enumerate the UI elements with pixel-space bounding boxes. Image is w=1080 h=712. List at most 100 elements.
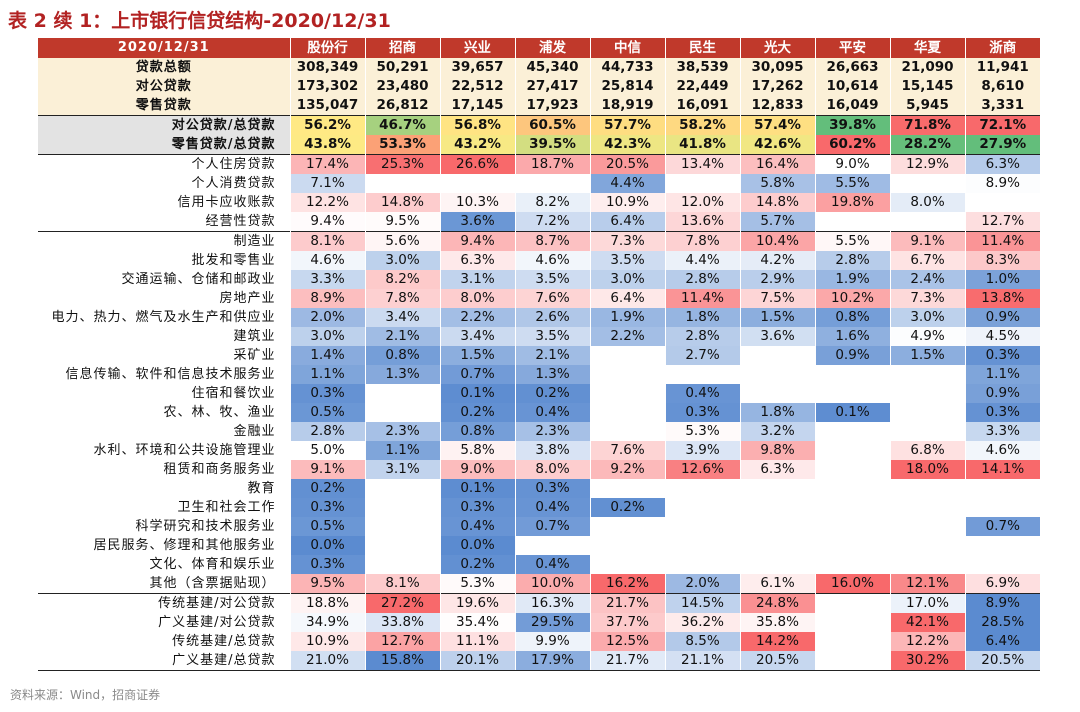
data-cell: 21.0% [289, 651, 365, 671]
data-cell: 21.7% [589, 593, 665, 613]
data-cell: 0.0% [289, 536, 365, 555]
data-cell [664, 479, 740, 498]
table-row: 租赁和商务服务业 9.1% 3.1% 9.0% 8.0% 9.2% 12.6% 6.3% 18.… [38, 460, 1040, 479]
data-cell: 16.3% [514, 593, 590, 613]
data-cell: 17.4% [289, 154, 365, 174]
data-cell [814, 593, 890, 613]
row-label: 交通运输、仓储和邮政业 [121, 272, 276, 287]
data-cell: 5,945 [889, 96, 965, 116]
data-cell: 3.3% [289, 270, 365, 289]
data-cell: 0.9% [964, 308, 1040, 327]
data-cell: 4.4% [589, 174, 665, 193]
data-cell: 3.9% [664, 441, 740, 460]
data-cell: 8,610 [964, 77, 1040, 96]
data-cell: 2.6% [514, 308, 590, 327]
data-cell: 10.2% [814, 289, 890, 308]
row-label: 水利、环境和公共设施管理业 [93, 443, 276, 458]
data-cell: 19.8% [814, 193, 890, 212]
row-label: 信息传输、软件和信息技术服务业 [65, 367, 276, 382]
data-cell [814, 651, 890, 671]
loan-structure-table: 2020/12/31 股份行 招商 兴业 浦发 中信 民生 光大 平安 华夏 浙商 贷款总额 308,3… [38, 38, 1040, 671]
data-cell: 0.2% [514, 384, 590, 403]
data-cell [364, 517, 440, 536]
data-cell [814, 365, 890, 384]
header-row: 2020/12/31 股份行 招商 兴业 浦发 中信 民生 光大 平安 华夏 浙商 [38, 38, 1040, 58]
data-cell: 25,814 [589, 77, 665, 96]
data-cell: 0.7% [964, 517, 1040, 536]
data-cell: 3.0% [589, 270, 665, 289]
source-note: 资料来源：Wind，招商证券 [10, 688, 161, 702]
table-row: 房地产业 8.9% 7.8% 8.0% 7.6% 6.4% 11.4% 7.5% 10.2% 7.… [38, 289, 1040, 308]
data-cell: 57.7% [589, 115, 665, 135]
data-cell: 20.5% [964, 651, 1040, 671]
data-cell: 9.1% [289, 460, 365, 479]
row-label: 零售贷款/总贷款 [38, 135, 290, 155]
data-cell: 46.7% [364, 115, 440, 135]
row-label: 批发和零售业 [191, 253, 276, 268]
table-row: 其他（含票据贴现） 9.5% 8.1% 5.3% 10.0% 16.2% 2.0% 6.1% 1… [38, 574, 1040, 594]
data-cell: 1.3% [364, 365, 440, 384]
data-cell [664, 174, 740, 193]
data-cell: 0.1% [439, 384, 515, 403]
header-bank: 浦发 [514, 38, 590, 58]
data-cell [364, 555, 440, 574]
data-cell: 13.6% [664, 212, 740, 232]
data-cell: 38,539 [664, 58, 740, 77]
data-cell [589, 517, 665, 536]
data-cell: 39.8% [814, 115, 890, 135]
data-cell: 60.2% [814, 135, 890, 155]
data-cell: 45,340 [514, 58, 590, 77]
data-cell: 0.8% [814, 308, 890, 327]
data-cell: 3.3% [964, 422, 1040, 441]
data-cell: 19.6% [439, 593, 515, 613]
data-cell: 0.3% [439, 498, 515, 517]
table-row: 零售贷款/总贷款 43.8% 53.3% 43.2% 39.5% 42.3% 41.8% 42… [38, 135, 1040, 155]
data-cell: 35.4% [439, 613, 515, 632]
data-cell [439, 174, 515, 193]
data-cell: 0.1% [439, 479, 515, 498]
data-cell: 0.5% [289, 403, 365, 422]
data-cell: 12.2% [289, 193, 365, 212]
data-cell [814, 517, 890, 536]
data-cell: 1.9% [589, 308, 665, 327]
data-cell: 12.1% [889, 574, 965, 594]
data-cell: 1.5% [889, 346, 965, 365]
data-cell: 0.4% [439, 517, 515, 536]
data-cell [814, 441, 890, 460]
data-cell [889, 555, 965, 574]
data-cell: 2.8% [289, 422, 365, 441]
data-cell: 4.5% [964, 327, 1040, 346]
data-cell: 3.6% [439, 212, 515, 232]
data-cell: 57.4% [739, 115, 815, 135]
data-cell [664, 536, 740, 555]
data-cell [889, 479, 965, 498]
data-cell: 17,923 [514, 96, 590, 116]
data-cell: 5.0% [289, 441, 365, 460]
data-cell: 5.3% [664, 422, 740, 441]
data-cell: 3.5% [514, 270, 590, 289]
data-cell: 6.3% [439, 251, 515, 270]
data-cell: 16.0% [814, 574, 890, 594]
data-cell: 2.8% [664, 327, 740, 346]
header-bank: 光大 [739, 38, 815, 58]
row-label: 制造业 [38, 231, 290, 251]
data-cell: 23,480 [364, 77, 440, 96]
data-cell [589, 365, 665, 384]
data-cell: 12.9% [889, 154, 965, 174]
table-row: 传统基建/对公贷款 18.8% 27.2% 19.6% 16.3% 21.7% 14.5% 2… [38, 593, 1040, 613]
data-cell: 5.3% [439, 574, 515, 594]
header-bank: 民生 [664, 38, 740, 58]
row-label: 对公贷款/总贷款 [38, 115, 290, 135]
data-cell: 0.2% [289, 479, 365, 498]
header-date: 2020/12/31 [38, 38, 290, 58]
data-cell: 56.2% [289, 115, 365, 135]
data-cell: 11,941 [964, 58, 1040, 77]
data-cell: 5.5% [814, 231, 890, 251]
data-cell: 37.7% [589, 613, 665, 632]
data-cell [889, 384, 965, 403]
data-cell: 22,512 [439, 77, 515, 96]
data-cell [664, 555, 740, 574]
row-label: 信用卡应收账款 [177, 195, 276, 210]
data-cell: 29.5% [514, 613, 590, 632]
data-cell: 11.4% [664, 289, 740, 308]
